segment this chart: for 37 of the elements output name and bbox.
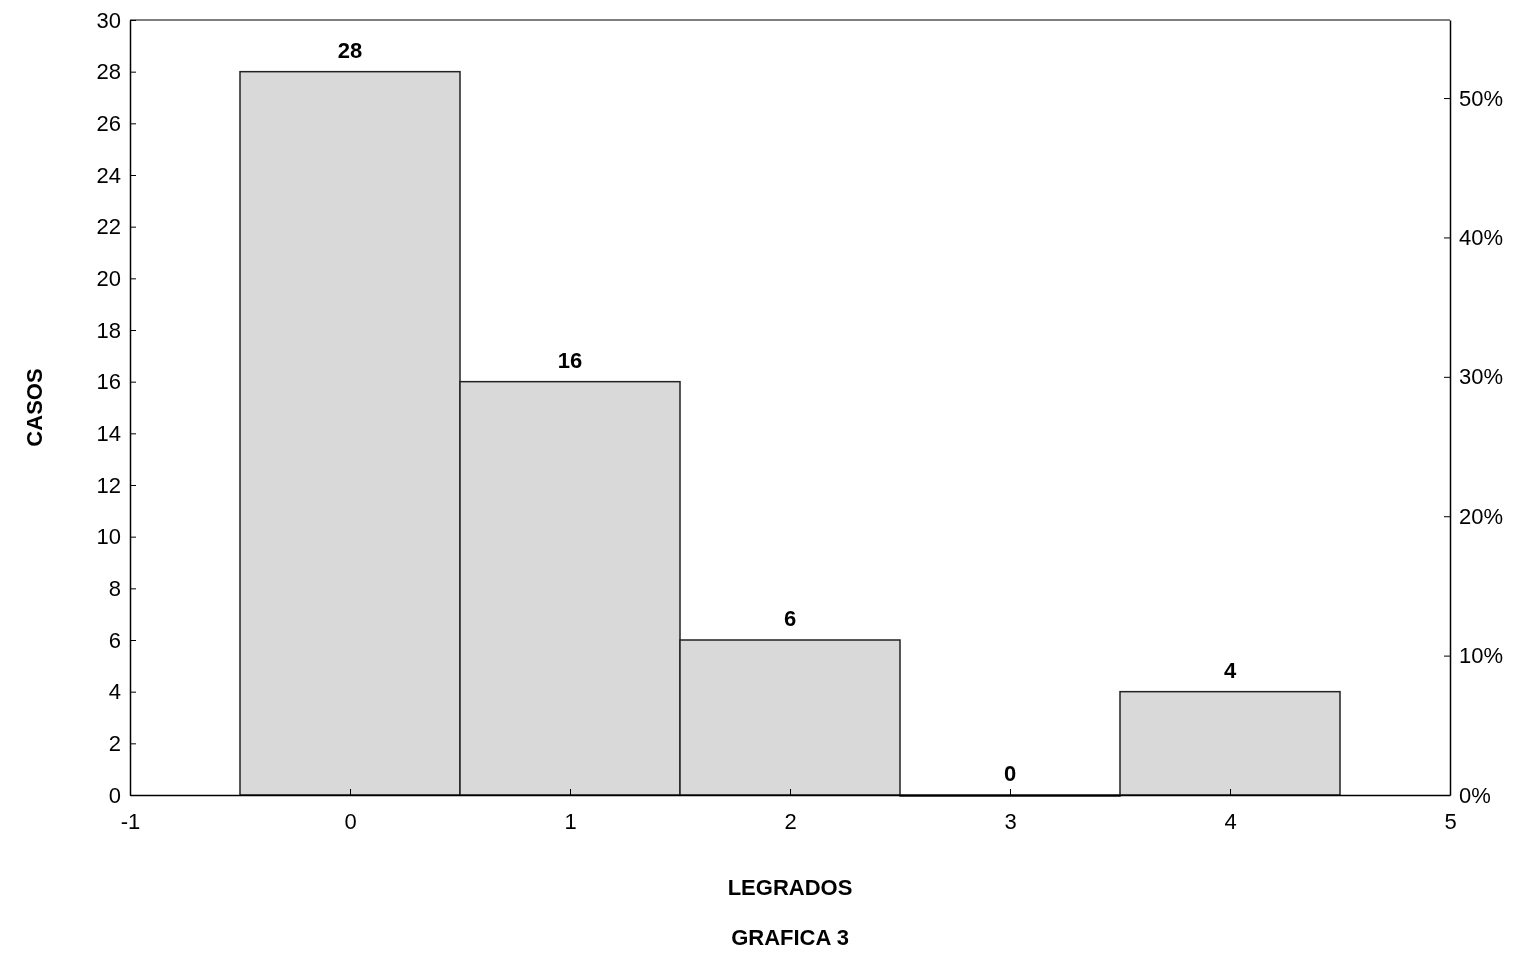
- data-label: 6: [783, 606, 797, 631]
- y-tick-label: 2: [108, 730, 121, 756]
- x-tick-label: 2: [784, 808, 797, 834]
- x-tick-label: -1: [120, 808, 141, 834]
- y-tick-label: 28: [96, 59, 121, 85]
- y-tick-label: 20: [96, 265, 121, 291]
- x-axis-title: LEGRADOS: [727, 875, 853, 900]
- y-axis-title: CASOS: [22, 368, 47, 447]
- y-tick-label: 4: [108, 679, 121, 705]
- y-tick-label: 0: [108, 782, 121, 808]
- x-tick-label: 4: [1224, 808, 1237, 834]
- y-tick-label: 8: [108, 575, 121, 601]
- y-tick-label: 16: [96, 369, 121, 395]
- y2-tick-label: 30%: [1459, 364, 1504, 390]
- y-tick-label: 10: [96, 524, 121, 550]
- data-label: 0: [1003, 761, 1017, 786]
- y2-tick-label: 50%: [1459, 85, 1504, 111]
- x-tick-label: 3: [1004, 808, 1017, 834]
- y-tick-label: 24: [96, 162, 121, 188]
- x-tick-label: 5: [1444, 808, 1457, 834]
- text: GRAFICA 3: [731, 925, 849, 950]
- y-tick-label: 14: [96, 420, 121, 446]
- y-tick-label: 30: [96, 7, 121, 33]
- x-tick-label: 0: [344, 808, 357, 834]
- y-tick-label: 6: [108, 627, 121, 653]
- data-label: 16: [557, 347, 583, 373]
- x-tick-label: 1: [564, 808, 577, 834]
- y-tick-label: 22: [96, 214, 121, 240]
- y-tick-label: 26: [96, 110, 121, 136]
- y-tick-label: 18: [96, 317, 121, 343]
- y2-tick-label: 20%: [1459, 503, 1504, 529]
- y2-tick-label: 10%: [1459, 643, 1504, 669]
- y2-tick-label: 40%: [1459, 224, 1504, 250]
- y2-tick-label: 0%: [1459, 782, 1491, 808]
- y-tick-label: 12: [96, 472, 121, 498]
- data-label: 4: [1223, 657, 1237, 683]
- data-label: 28: [337, 37, 363, 63]
